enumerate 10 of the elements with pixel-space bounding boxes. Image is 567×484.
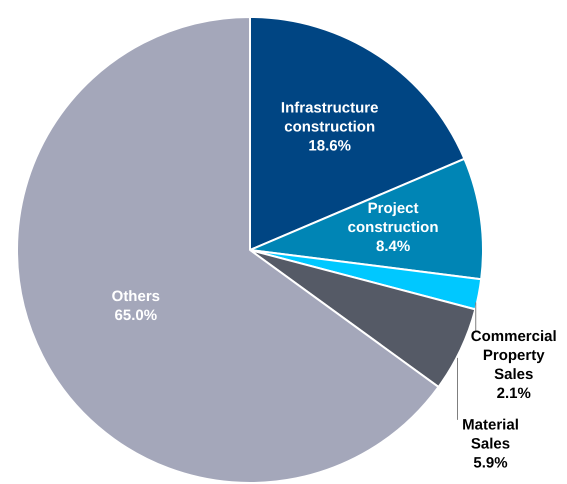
slice-label: Others xyxy=(112,288,160,305)
data-label: 8.4% xyxy=(376,238,410,256)
slice-label: Project construction xyxy=(348,200,439,236)
slice-label: Commercial Property Sales xyxy=(470,328,557,384)
slice-label: Infrastructure construction xyxy=(280,100,378,136)
data-label: 18.6% xyxy=(308,138,351,155)
slice-label: Material Sales xyxy=(462,416,519,453)
data-label: 65.0% xyxy=(114,306,158,324)
data-label: 2.1% xyxy=(496,385,531,402)
data-label: 5.9% xyxy=(473,454,508,472)
